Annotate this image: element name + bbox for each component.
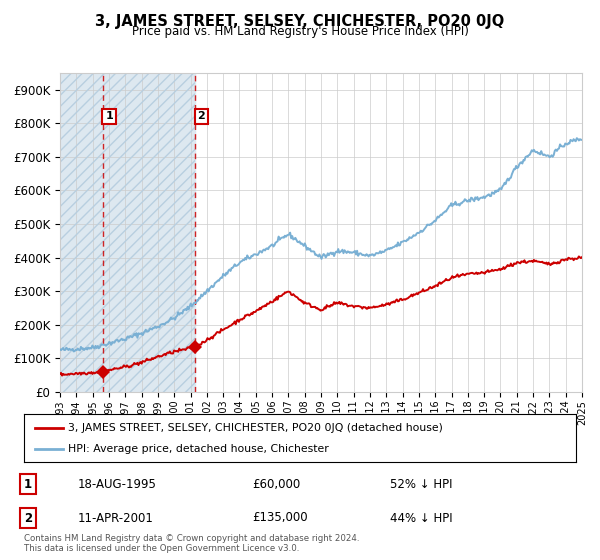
- Text: HPI: Average price, detached house, Chichester: HPI: Average price, detached house, Chic…: [68, 444, 329, 454]
- Bar: [60, 73, 103, 392]
- Bar: [103, 73, 195, 392]
- Text: Contains HM Land Registry data © Crown copyright and database right 2024.
This d: Contains HM Land Registry data © Crown c…: [24, 534, 359, 553]
- Text: £60,000: £60,000: [252, 478, 300, 491]
- Bar: [103, 73, 195, 392]
- Text: 1: 1: [24, 478, 32, 491]
- Bar: [60, 73, 103, 392]
- Text: 18-AUG-1995: 18-AUG-1995: [78, 478, 157, 491]
- Text: 44% ↓ HPI: 44% ↓ HPI: [390, 511, 452, 525]
- Text: Price paid vs. HM Land Registry's House Price Index (HPI): Price paid vs. HM Land Registry's House …: [131, 25, 469, 38]
- Text: 3, JAMES STREET, SELSEY, CHICHESTER, PO20 0JQ (detached house): 3, JAMES STREET, SELSEY, CHICHESTER, PO2…: [68, 423, 443, 433]
- Text: 11-APR-2001: 11-APR-2001: [78, 511, 154, 525]
- Text: 2: 2: [197, 111, 205, 122]
- Text: £135,000: £135,000: [252, 511, 308, 525]
- Text: 1: 1: [105, 111, 113, 122]
- Text: 2: 2: [24, 511, 32, 525]
- Text: 3, JAMES STREET, SELSEY, CHICHESTER, PO20 0JQ: 3, JAMES STREET, SELSEY, CHICHESTER, PO2…: [95, 14, 505, 29]
- Text: 52% ↓ HPI: 52% ↓ HPI: [390, 478, 452, 491]
